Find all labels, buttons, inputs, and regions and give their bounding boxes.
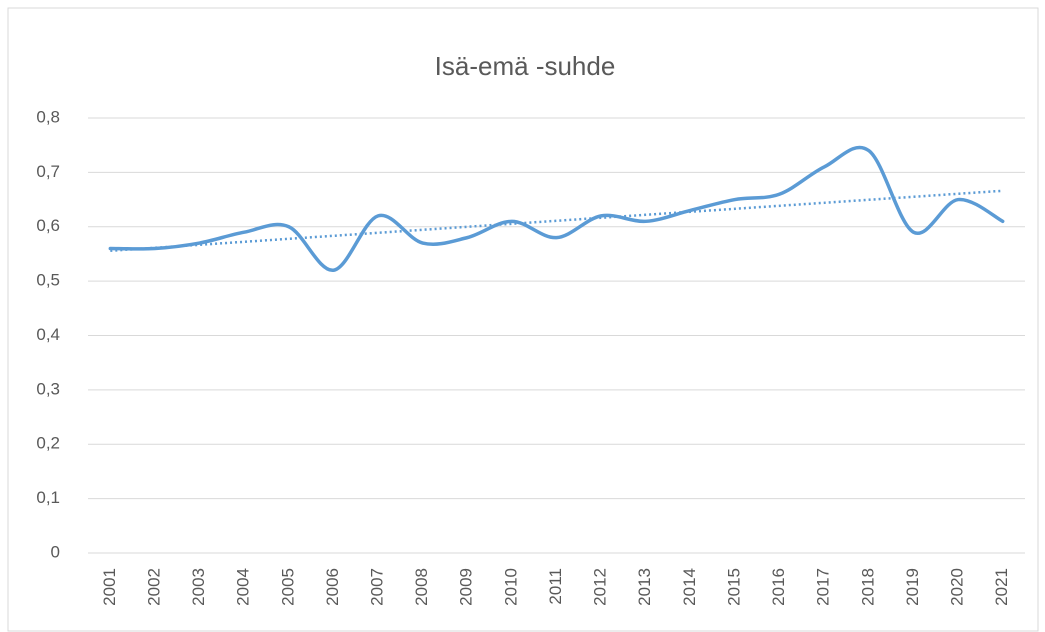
chart-title: Isä-emä -suhde xyxy=(435,51,616,81)
x-tick-label: 2012 xyxy=(591,568,610,606)
trendline xyxy=(110,189,1003,253)
x-tick-label: 2011 xyxy=(546,568,565,605)
x-tick-label: 2015 xyxy=(724,568,743,606)
x-tick-label: 2021 xyxy=(992,568,1011,606)
y-tick-label: 0,3 xyxy=(36,379,60,398)
line xyxy=(108,145,1005,272)
x-tick-label: 2014 xyxy=(680,568,699,606)
x-tick-label: 2002 xyxy=(144,568,163,606)
x-tick-label: 2018 xyxy=(858,568,877,606)
x-tick-label: 2009 xyxy=(457,568,476,606)
x-tick-label: 2008 xyxy=(412,568,431,606)
x-tick-label: 2005 xyxy=(278,568,297,606)
x-tick-label: 2019 xyxy=(903,568,922,606)
y-tick-label: 0,6 xyxy=(36,216,60,235)
y-tick-label: 0,1 xyxy=(36,488,60,507)
x-tick-label: 2010 xyxy=(501,568,520,606)
x-tick-label: 2017 xyxy=(814,568,833,606)
x-tick-label: 2013 xyxy=(635,568,654,606)
x-tick-label: 2003 xyxy=(189,568,208,606)
x-tick-label: 2001 xyxy=(100,568,119,606)
y-tick-label: 0,2 xyxy=(36,434,60,453)
chart-border xyxy=(7,7,1039,632)
y-tick-label: 0,5 xyxy=(36,271,60,290)
y-tick-label: 0 xyxy=(51,542,60,561)
y-tick-label: 0,4 xyxy=(36,325,60,344)
y-tick-label: 0,8 xyxy=(36,107,60,126)
x-tick-label: 2020 xyxy=(948,568,967,606)
x-tick-label: 2004 xyxy=(234,568,253,606)
x-tick-label: 2007 xyxy=(368,568,387,606)
x-tick-label: 2016 xyxy=(769,568,788,606)
x-tick-label: 2006 xyxy=(323,568,342,606)
y-tick-label: 0,7 xyxy=(36,162,60,181)
